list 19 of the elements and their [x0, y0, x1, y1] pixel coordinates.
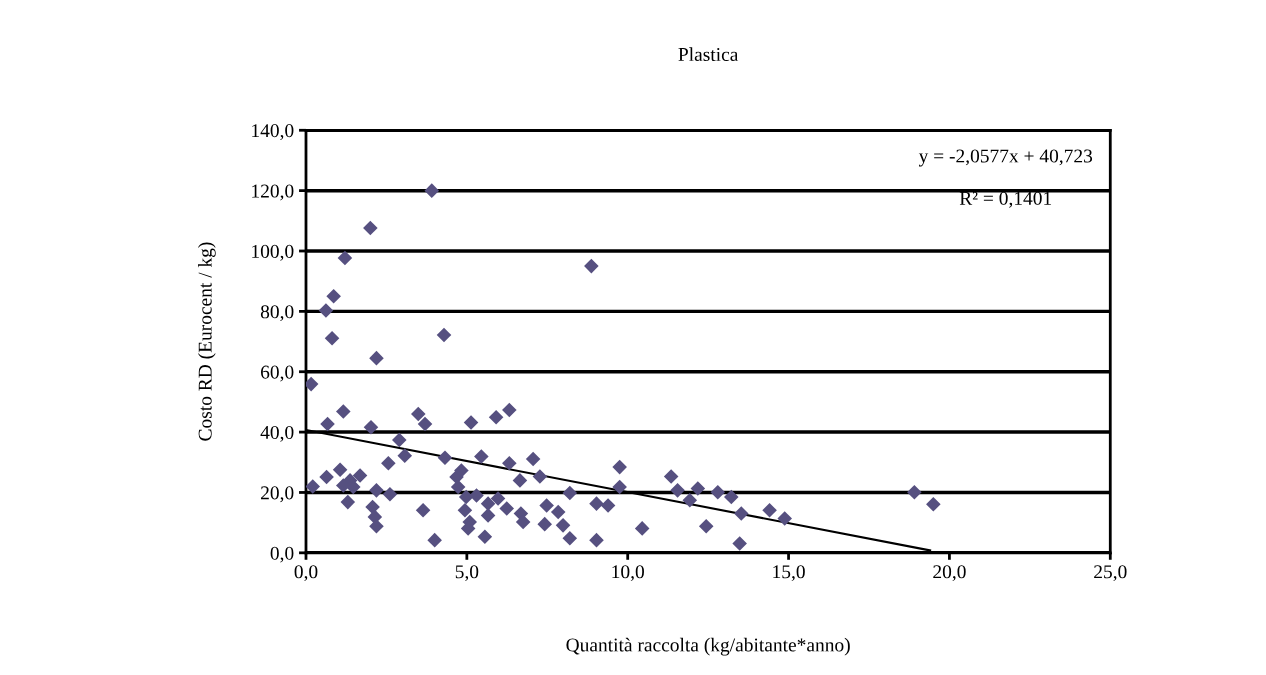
x-tick-label: 5,0 [455, 565, 479, 582]
y-tick-label: 140,0 [252, 124, 294, 141]
y-axis-title: Costo RD (Eurocent / kg) [198, 242, 216, 441]
x-tick-label: 0,0 [294, 565, 318, 582]
annotation: y = -2,0577x + 40,723 [918, 149, 1093, 167]
chart-title: Plastica [678, 47, 739, 62]
y-tick-label: 80,0 [260, 305, 294, 322]
y-tick-label: 0,0 [270, 546, 294, 563]
y-tick-label: 120,0 [252, 184, 294, 201]
x-tick-label: 20,0 [933, 565, 966, 582]
x-tick-label: 10,0 [612, 565, 644, 582]
y-tick-label: 60,0 [260, 365, 294, 382]
annotation: R² = 0,1401 [959, 191, 1052, 208]
y-tick-label: 20,0 [261, 486, 294, 503]
y-tick-label: 40,0 [260, 425, 294, 442]
x-tick-label: 25,0 [1094, 565, 1127, 582]
y-tick-label: 100,0 [252, 244, 294, 261]
x-axis-title: Quantità raccolta (kg/abitante*anno) [566, 637, 850, 656]
x-tick-label: 15,0 [773, 565, 805, 582]
